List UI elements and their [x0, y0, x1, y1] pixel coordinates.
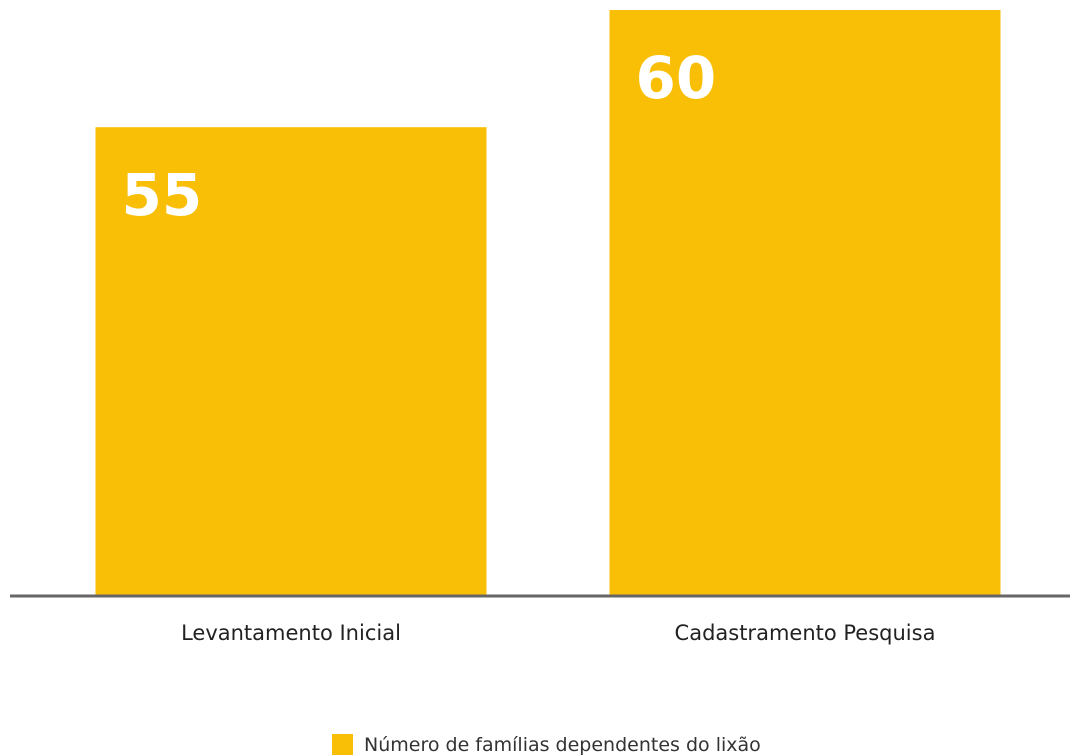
legend-swatch [332, 734, 353, 755]
data-label: 60 [636, 44, 717, 112]
legend-label: Número de famílias dependentes do lixão [364, 734, 761, 755]
x-tick-label: Cadastramento Pesquisa [675, 621, 936, 645]
x-tick-label: Levantamento Inicial [181, 621, 401, 645]
bar [95, 127, 487, 596]
data-label: 55 [122, 161, 203, 229]
bar [609, 10, 1001, 596]
